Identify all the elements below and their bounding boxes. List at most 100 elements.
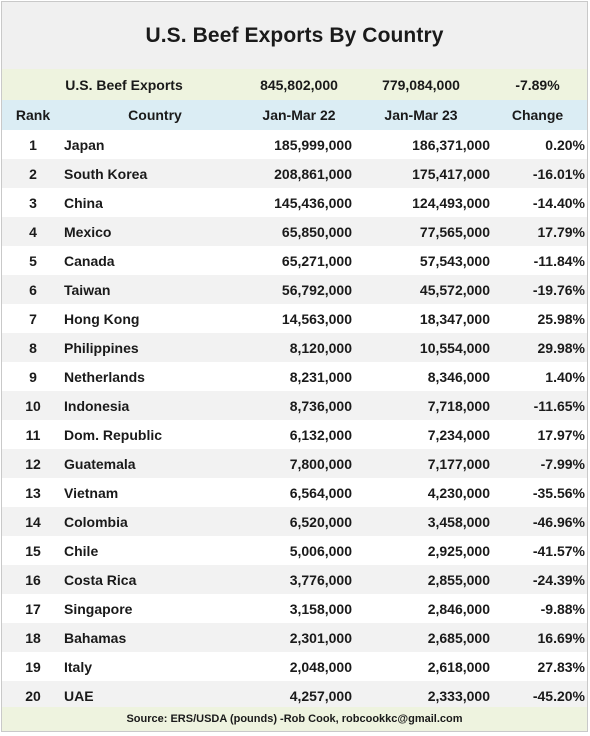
cell-country: Chile: [64, 542, 99, 559]
table-row: 14 Colombia 6,520,000 3,458,000 -46.96%: [2, 507, 587, 536]
cell-jan-mar-22: 3,776,000: [289, 571, 352, 588]
cell-change: -41.57%: [532, 542, 585, 559]
cell-country: Hong Kong: [64, 310, 140, 327]
table-row: 17 Singapore 3,158,000 2,846,000 -9.88%: [2, 594, 587, 623]
table-row: 4 Mexico 65,850,000 77,565,000 17.79%: [2, 217, 587, 246]
cell-rank: 9: [29, 368, 37, 385]
cell-change: 29.98%: [537, 339, 585, 356]
cell-jan-mar-22: 4,257,000: [289, 687, 352, 704]
cell-jan-mar-22: 2,301,000: [289, 629, 352, 646]
cell-country: Taiwan: [64, 281, 111, 298]
cell-jan-mar-22: 208,861,000: [274, 165, 352, 182]
cell-country: UAE: [64, 687, 94, 704]
cell-jan-mar-23: 7,234,000: [427, 426, 490, 443]
table-row: 2 South Korea 208,861,000 175,417,000 -16.01…: [2, 159, 587, 188]
cell-change: 1.40%: [545, 368, 585, 385]
cell-country: Indonesia: [64, 397, 130, 414]
cell-rank: 6: [29, 281, 37, 298]
header-jan-mar-22: Jan-Mar 22: [262, 107, 336, 123]
cell-change: -19.76%: [532, 281, 585, 298]
cell-rank: 20: [25, 687, 41, 704]
table-row: 13 Vietnam 6,564,000 4,230,000 -35.56%: [2, 478, 587, 507]
cell-rank: 15: [25, 542, 41, 559]
cell-change: -46.96%: [532, 513, 585, 530]
table-row: 18 Bahamas 2,301,000 2,685,000 16.69%: [2, 623, 587, 652]
cell-jan-mar-23: 45,572,000: [419, 281, 490, 298]
summary-jan-mar-22: 845,802,000: [260, 76, 338, 93]
table-row: 8 Philippines 8,120,000 10,554,000 29.98%: [2, 333, 587, 362]
cell-rank: 16: [25, 571, 41, 588]
cell-rank: 5: [29, 252, 37, 269]
cell-jan-mar-23: 175,417,000: [412, 165, 490, 182]
cell-country: Canada: [64, 252, 115, 269]
cell-jan-mar-23: 7,177,000: [427, 455, 490, 472]
table-row: 12 Guatemala 7,800,000 7,177,000 -7.99%: [2, 449, 587, 478]
cell-change: 17.79%: [537, 223, 585, 240]
cell-country: South Korea: [64, 165, 148, 182]
cell-jan-mar-23: 186,371,000: [412, 136, 490, 153]
cell-rank: 13: [25, 484, 41, 501]
cell-jan-mar-23: 2,855,000: [427, 571, 490, 588]
cell-jan-mar-23: 10,554,000: [419, 339, 490, 356]
cell-jan-mar-23: 124,493,000: [412, 194, 490, 211]
header-rank: Rank: [15, 107, 51, 123]
cell-change: -24.39%: [532, 571, 585, 588]
table-body: 1 Japan 185,999,000 186,371,000 0.20% 2 South …: [2, 130, 587, 710]
header-jan-mar-23: Jan-Mar 23: [384, 107, 458, 123]
summary-change: -7.89%: [515, 76, 560, 93]
cell-country: Italy: [64, 658, 93, 675]
table-row: 5 Canada 65,271,000 57,543,000 -11.84%: [2, 246, 587, 275]
cell-rank: 14: [25, 513, 41, 530]
cell-country: China: [64, 194, 103, 211]
table-row: 11 Dom. Republic 6,132,000 7,234,000 17.97%: [2, 420, 587, 449]
cell-country: Singapore: [64, 600, 133, 617]
cell-change: -45.20%: [532, 687, 585, 704]
cell-country: Vietnam: [64, 484, 119, 501]
cell-rank: 2: [29, 165, 37, 182]
cell-jan-mar-23: 57,543,000: [419, 252, 490, 269]
cell-rank: 19: [25, 658, 41, 675]
cell-change: -16.01%: [532, 165, 585, 182]
cell-jan-mar-23: 2,846,000: [427, 600, 490, 617]
cell-change: 27.83%: [537, 658, 585, 675]
cell-jan-mar-23: 2,685,000: [427, 629, 490, 646]
cell-country: Japan: [64, 136, 105, 153]
cell-country: Philippines: [64, 339, 139, 356]
source-footer: Source: ERS/USDA (pounds) -Rob Cook, rob…: [2, 707, 587, 731]
table-row: 10 Indonesia 8,736,000 7,718,000 -11.65%: [2, 391, 587, 420]
cell-jan-mar-23: 18,347,000: [419, 310, 490, 327]
table-row: 1 Japan 185,999,000 186,371,000 0.20%: [2, 130, 587, 159]
cell-country: Dom. Republic: [64, 426, 163, 443]
table-row: 9 Netherlands 8,231,000 8,346,000 1.40%: [2, 362, 587, 391]
cell-jan-mar-23: 7,718,000: [427, 397, 490, 414]
cell-rank: 4: [29, 223, 37, 240]
cell-rank: 10: [25, 397, 41, 414]
table-row: 6 Taiwan 56,792,000 45,572,000 -19.76%: [2, 275, 587, 304]
cell-jan-mar-22: 3,158,000: [289, 600, 352, 617]
cell-jan-mar-22: 7,800,000: [289, 455, 352, 472]
cell-jan-mar-22: 8,736,000: [289, 397, 352, 414]
cell-change: -7.99%: [540, 455, 585, 472]
cell-change: -11.65%: [533, 397, 585, 414]
header-country: Country: [128, 107, 182, 123]
cell-jan-mar-22: 65,271,000: [281, 252, 352, 269]
cell-jan-mar-22: 6,520,000: [289, 513, 352, 530]
cell-country: Netherlands: [64, 368, 145, 385]
cell-country: Bahamas: [64, 629, 127, 646]
cell-jan-mar-23: 2,925,000: [427, 542, 490, 559]
cell-country: Colombia: [64, 513, 128, 530]
cell-country: Mexico: [64, 223, 112, 240]
cell-jan-mar-22: 14,563,000: [281, 310, 352, 327]
table-row: 20 UAE 4,257,000 2,333,000 -45.20%: [2, 681, 587, 710]
cell-rank: 11: [25, 426, 41, 443]
cell-change: -35.56%: [532, 484, 585, 501]
header-change: Change: [511, 107, 564, 123]
table-row: 19 Italy 2,048,000 2,618,000 27.83%: [2, 652, 587, 681]
cell-jan-mar-23: 3,458,000: [427, 513, 490, 530]
cell-rank: 12: [25, 455, 41, 472]
table-row: 3 China 145,436,000 124,493,000 -14.40%: [2, 188, 587, 217]
cell-change: -14.40%: [532, 194, 585, 211]
cell-rank: 3: [29, 194, 37, 211]
cell-jan-mar-23: 77,565,000: [419, 223, 490, 240]
